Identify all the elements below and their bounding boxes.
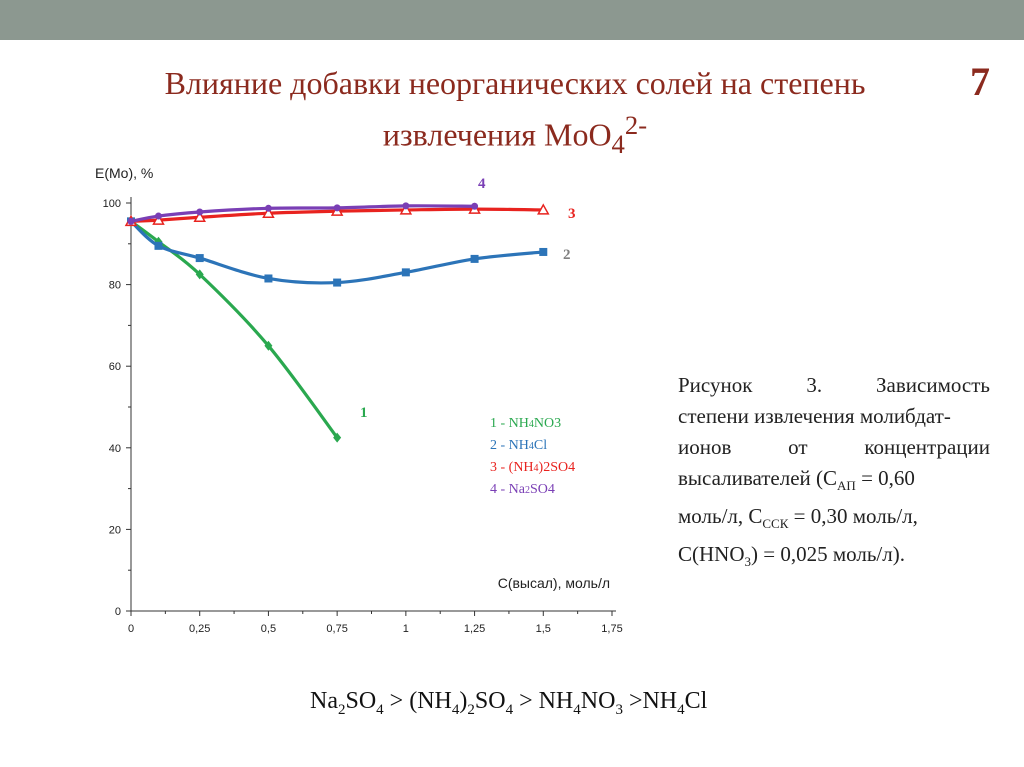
x-tick-label: 0,75 bbox=[326, 623, 347, 635]
top-bar bbox=[0, 0, 1024, 40]
data-point bbox=[471, 202, 479, 210]
caption-word: концентрации bbox=[864, 435, 990, 459]
f-text: SO bbox=[345, 688, 377, 714]
data-point bbox=[195, 254, 204, 263]
data-point bbox=[193, 210, 206, 223]
caption-word: от bbox=[788, 435, 808, 459]
f-sub: 2 bbox=[467, 701, 475, 718]
legend-item: 3 - (NH4)2SO4 bbox=[490, 460, 575, 475]
caption-line-6: C(HNO3) = 0,025 моль/л). bbox=[678, 539, 990, 577]
caption-word: Рисунок bbox=[678, 373, 753, 397]
data-point bbox=[402, 202, 410, 210]
data-point bbox=[262, 206, 275, 218]
f-sub: 2 bbox=[337, 701, 346, 718]
caption-text: моль/л, C bbox=[678, 504, 763, 529]
caption-word: Зависимость bbox=[876, 373, 990, 397]
caption-line-5: моль/л, CССК = 0,30 моль/л, bbox=[678, 501, 990, 539]
data-point bbox=[154, 212, 162, 220]
data-point bbox=[195, 269, 204, 280]
f-sub: 4 bbox=[677, 701, 685, 718]
legend-item: 2 - NH4Cl bbox=[490, 438, 547, 453]
data-point bbox=[539, 247, 548, 256]
data-point bbox=[333, 432, 342, 443]
data-point bbox=[264, 340, 273, 351]
y-tick-label: 0 bbox=[115, 606, 121, 618]
y-axis-label: E(Mo), % bbox=[95, 165, 153, 181]
f-text: SO bbox=[474, 688, 506, 714]
f-text: Na bbox=[310, 688, 338, 714]
data-point bbox=[401, 268, 410, 277]
series-line-3 bbox=[130, 207, 544, 223]
caption-text: = 0,60 bbox=[855, 466, 915, 490]
x-tick-label: 1,5 bbox=[536, 623, 551, 635]
caption-line-4: высаливателей (CАП = 0,60 bbox=[678, 463, 990, 501]
slide-number: 7 bbox=[970, 59, 990, 104]
f-text: NO bbox=[580, 688, 616, 714]
title-sub: 4 bbox=[611, 129, 625, 160]
x-tick-label: 1,75 bbox=[601, 623, 622, 635]
f-text: >NH bbox=[622, 688, 678, 714]
title-line-1: Влияние добавки неорганических солей на … bbox=[164, 65, 866, 101]
data-point bbox=[152, 213, 165, 225]
f-sub: 4 bbox=[573, 701, 581, 718]
x-tick-label: 0 bbox=[128, 623, 134, 635]
x-tick-label: 0,5 bbox=[261, 623, 276, 635]
y-tick-label: 40 bbox=[109, 443, 121, 455]
f-sub: 4 bbox=[505, 701, 514, 718]
data-point bbox=[264, 204, 272, 212]
caption-sub: ССК bbox=[762, 516, 789, 532]
series-line-1 bbox=[130, 220, 339, 439]
data-point bbox=[399, 203, 413, 215]
caption-word: 3. bbox=[806, 373, 823, 397]
f-sub: 4 bbox=[376, 701, 384, 718]
caption-sub: 3 bbox=[744, 554, 752, 570]
caption-text: ) = 0,025 моль/л). bbox=[751, 542, 905, 567]
x-tick-label: 0,25 bbox=[189, 623, 210, 635]
caption-line-1: Рисунок 3. Зависимость bbox=[678, 370, 990, 401]
data-point bbox=[333, 278, 342, 287]
title-sup: 2- bbox=[624, 110, 648, 140]
f-text: > (NH bbox=[383, 688, 452, 714]
data-point bbox=[154, 241, 163, 250]
f-sub: 4 bbox=[451, 701, 460, 718]
y-tick-label: 100 bbox=[103, 198, 121, 210]
caption-text: высаливателей (C bbox=[678, 466, 838, 490]
y-tick-label: 80 bbox=[109, 280, 121, 292]
curve-number-label: 1 bbox=[360, 405, 368, 421]
series-line-2 bbox=[129, 220, 544, 285]
caption-line-2: степени извлечения молибдат- bbox=[678, 404, 951, 428]
curve-number-label: 4 bbox=[478, 176, 486, 192]
f-text: Cl bbox=[684, 688, 708, 714]
f-text: > NH bbox=[513, 688, 574, 714]
data-point bbox=[470, 254, 479, 263]
salt-order-formula: Na2SO4 > (NH4)2SO4 > NH4NO3 >NH4Cl bbox=[310, 688, 707, 719]
y-tick-label: 60 bbox=[109, 361, 121, 373]
legend-item: 4 - Na2SO4 bbox=[490, 482, 555, 497]
caption-text: C(HNO bbox=[678, 542, 745, 567]
title-line-2-text: извлечения MoO bbox=[382, 116, 612, 153]
curve-number-label: 3 bbox=[568, 206, 576, 222]
caption-sub: АП bbox=[837, 478, 856, 494]
caption-word: ионов bbox=[678, 435, 732, 459]
curve-number-label: 2 bbox=[563, 247, 571, 263]
data-point bbox=[537, 203, 550, 215]
f-text: ) bbox=[459, 688, 468, 714]
title-line-2: извлечения MoO42- bbox=[80, 104, 950, 165]
f-sub: 3 bbox=[615, 701, 623, 718]
slide-title: Влияние добавки неорганических солей на … bbox=[80, 62, 950, 165]
caption-line-3: ионов от концентрации bbox=[678, 432, 990, 463]
data-point bbox=[333, 204, 341, 212]
data-point bbox=[127, 217, 135, 225]
x-axis-label: C(высал), моль/л bbox=[498, 575, 610, 591]
x-tick-label: 1 bbox=[403, 623, 409, 635]
data-point bbox=[264, 274, 273, 283]
y-tick-label: 20 bbox=[109, 524, 121, 536]
legend-item: 1 - NH4NO3 bbox=[490, 416, 561, 431]
data-point bbox=[196, 208, 204, 216]
caption-text: = 0,30 моль/л, bbox=[788, 504, 918, 529]
x-tick-label: 1,25 bbox=[464, 623, 485, 635]
figure-caption: Рисунок 3. Зависимость степени извлечения … bbox=[678, 370, 990, 578]
